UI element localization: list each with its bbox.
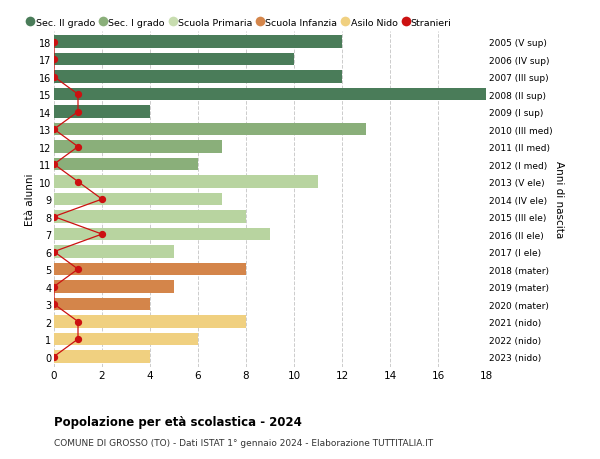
Bar <box>54 211 246 224</box>
Bar <box>54 333 198 346</box>
Point <box>73 109 83 116</box>
Point <box>49 353 59 360</box>
Point <box>97 231 107 238</box>
Point <box>49 248 59 256</box>
Bar <box>54 315 246 328</box>
Bar <box>54 123 366 136</box>
Point <box>49 213 59 221</box>
Point <box>97 196 107 203</box>
Point <box>49 39 59 46</box>
Legend: Sec. II grado, Sec. I grado, Scuola Primaria, Scuola Infanzia, Asilo Nido, Stran: Sec. II grado, Sec. I grado, Scuola Prim… <box>24 15 455 32</box>
Y-axis label: Età alunni: Età alunni <box>25 174 35 226</box>
Bar <box>54 280 174 293</box>
Bar <box>54 298 150 311</box>
Bar <box>54 89 510 101</box>
Bar <box>54 158 198 171</box>
Point <box>73 336 83 343</box>
Bar <box>54 351 150 363</box>
Bar <box>54 263 246 276</box>
Text: COMUNE DI GROSSO (TO) - Dati ISTAT 1° gennaio 2024 - Elaborazione TUTTITALIA.IT: COMUNE DI GROSSO (TO) - Dati ISTAT 1° ge… <box>54 438 433 448</box>
Bar <box>54 54 294 67</box>
Bar <box>54 36 342 49</box>
Point <box>73 144 83 151</box>
Text: Popolazione per età scolastica - 2024: Popolazione per età scolastica - 2024 <box>54 415 302 428</box>
Bar <box>54 141 222 154</box>
Point <box>49 126 59 134</box>
Point <box>73 179 83 186</box>
Bar <box>54 176 318 189</box>
Point <box>49 56 59 64</box>
Bar <box>54 71 342 84</box>
Y-axis label: Anni di nascita: Anni di nascita <box>554 161 563 238</box>
Point <box>49 283 59 291</box>
Point <box>49 301 59 308</box>
Bar <box>54 228 270 241</box>
Point <box>49 74 59 81</box>
Point <box>73 318 83 325</box>
Point <box>49 161 59 168</box>
Bar <box>54 106 150 119</box>
Bar <box>54 246 174 258</box>
Bar <box>54 193 222 206</box>
Point <box>73 91 83 99</box>
Point <box>73 266 83 273</box>
